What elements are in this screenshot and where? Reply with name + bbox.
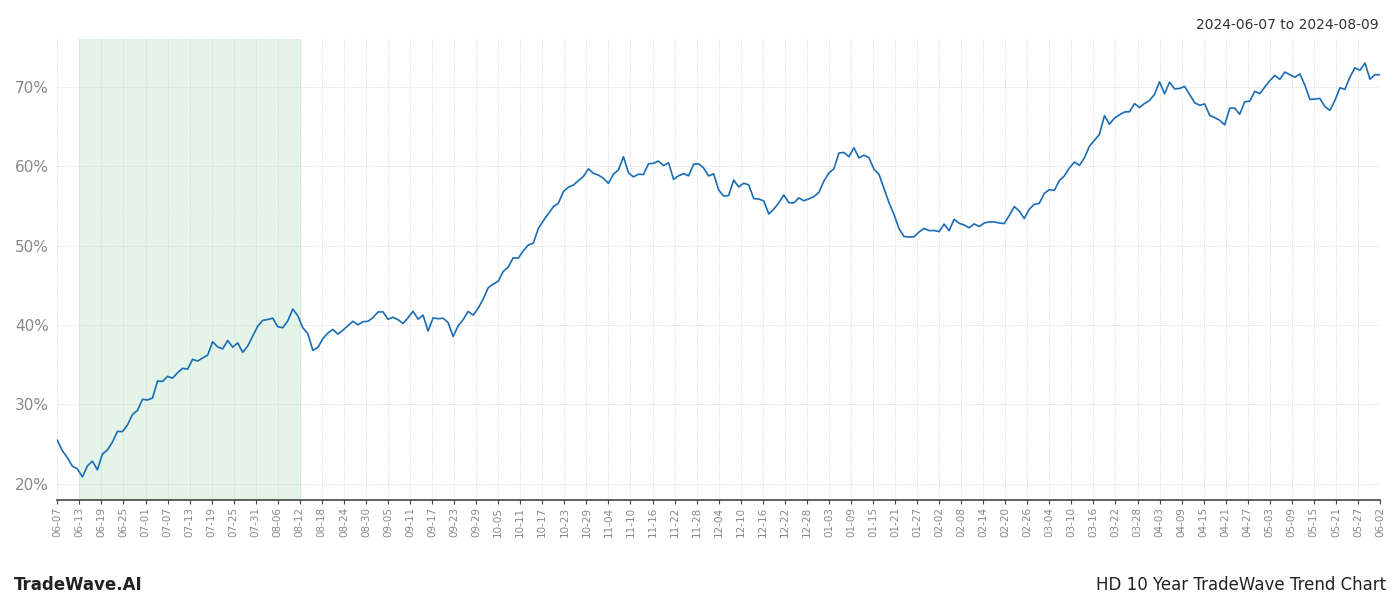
Text: TradeWave.AI: TradeWave.AI bbox=[14, 576, 143, 594]
Text: HD 10 Year TradeWave Trend Chart: HD 10 Year TradeWave Trend Chart bbox=[1096, 576, 1386, 594]
Text: 2024-06-07 to 2024-08-09: 2024-06-07 to 2024-08-09 bbox=[1197, 18, 1379, 32]
Bar bbox=[80, 39, 300, 500]
